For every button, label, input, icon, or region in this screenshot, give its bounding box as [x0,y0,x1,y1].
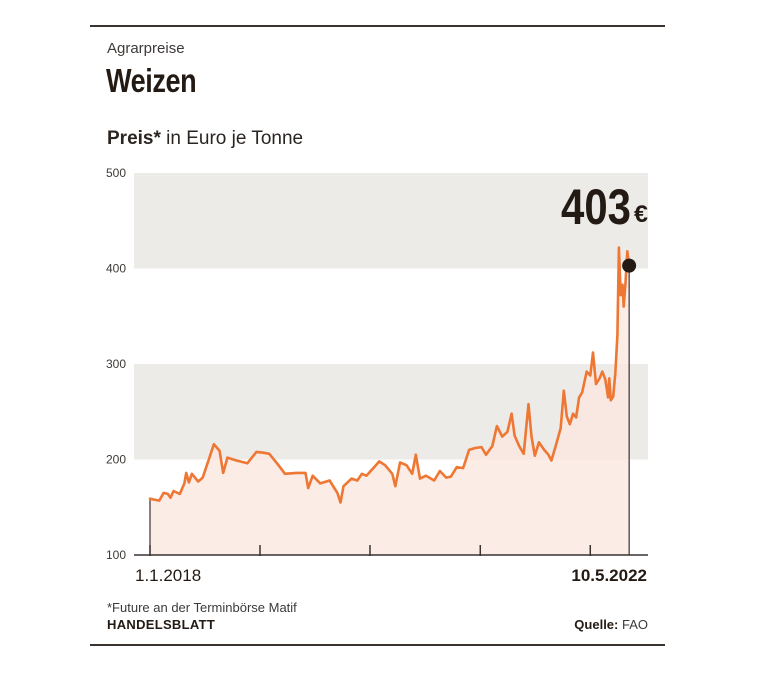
series-layer [148,246,637,504]
y-tick-label-300: 300 [106,357,126,371]
chart-subtitle: Preis* in Euro je Tonne [107,128,303,150]
price-area [150,247,630,555]
bottom-rule [90,644,665,646]
source-credit: Quelle: FAO [574,617,648,632]
chart-title: Weizen [106,62,197,99]
chart-kicker: Agrarpreise [107,40,185,57]
y-tick-label-100: 100 [106,548,126,562]
y-tick-label-200: 200 [106,453,126,467]
y-tick-label-400: 400 [106,262,126,276]
top-rule [90,25,665,27]
x-axis [134,265,648,556]
price-line [148,246,631,504]
y-tick-label-500: 500 [106,166,126,180]
subtitle-bold: Preis* [107,128,161,149]
band-400-500 [134,173,648,269]
x-end-label: 10.5.2022 [571,566,647,585]
latest-value-unit: € [634,201,648,228]
area-layer [150,247,630,555]
source-label: Quelle: [574,617,619,632]
chart-labels: 1.1.2018 10.5.2022 403 € [135,179,648,585]
latest-value-number: 403 [561,179,631,235]
footnote: *Future an der Terminbörse Matif [107,600,297,615]
brand-logo-text: HANDELSBLATT [107,617,216,632]
source-value: FAO [618,617,648,632]
y-axis: 100 200 300 400 500 [106,166,126,562]
x-start-label: 1.1.2018 [135,566,201,585]
subtitle-rest: in Euro je Tonne [160,128,304,149]
latest-value-marker [622,258,637,273]
